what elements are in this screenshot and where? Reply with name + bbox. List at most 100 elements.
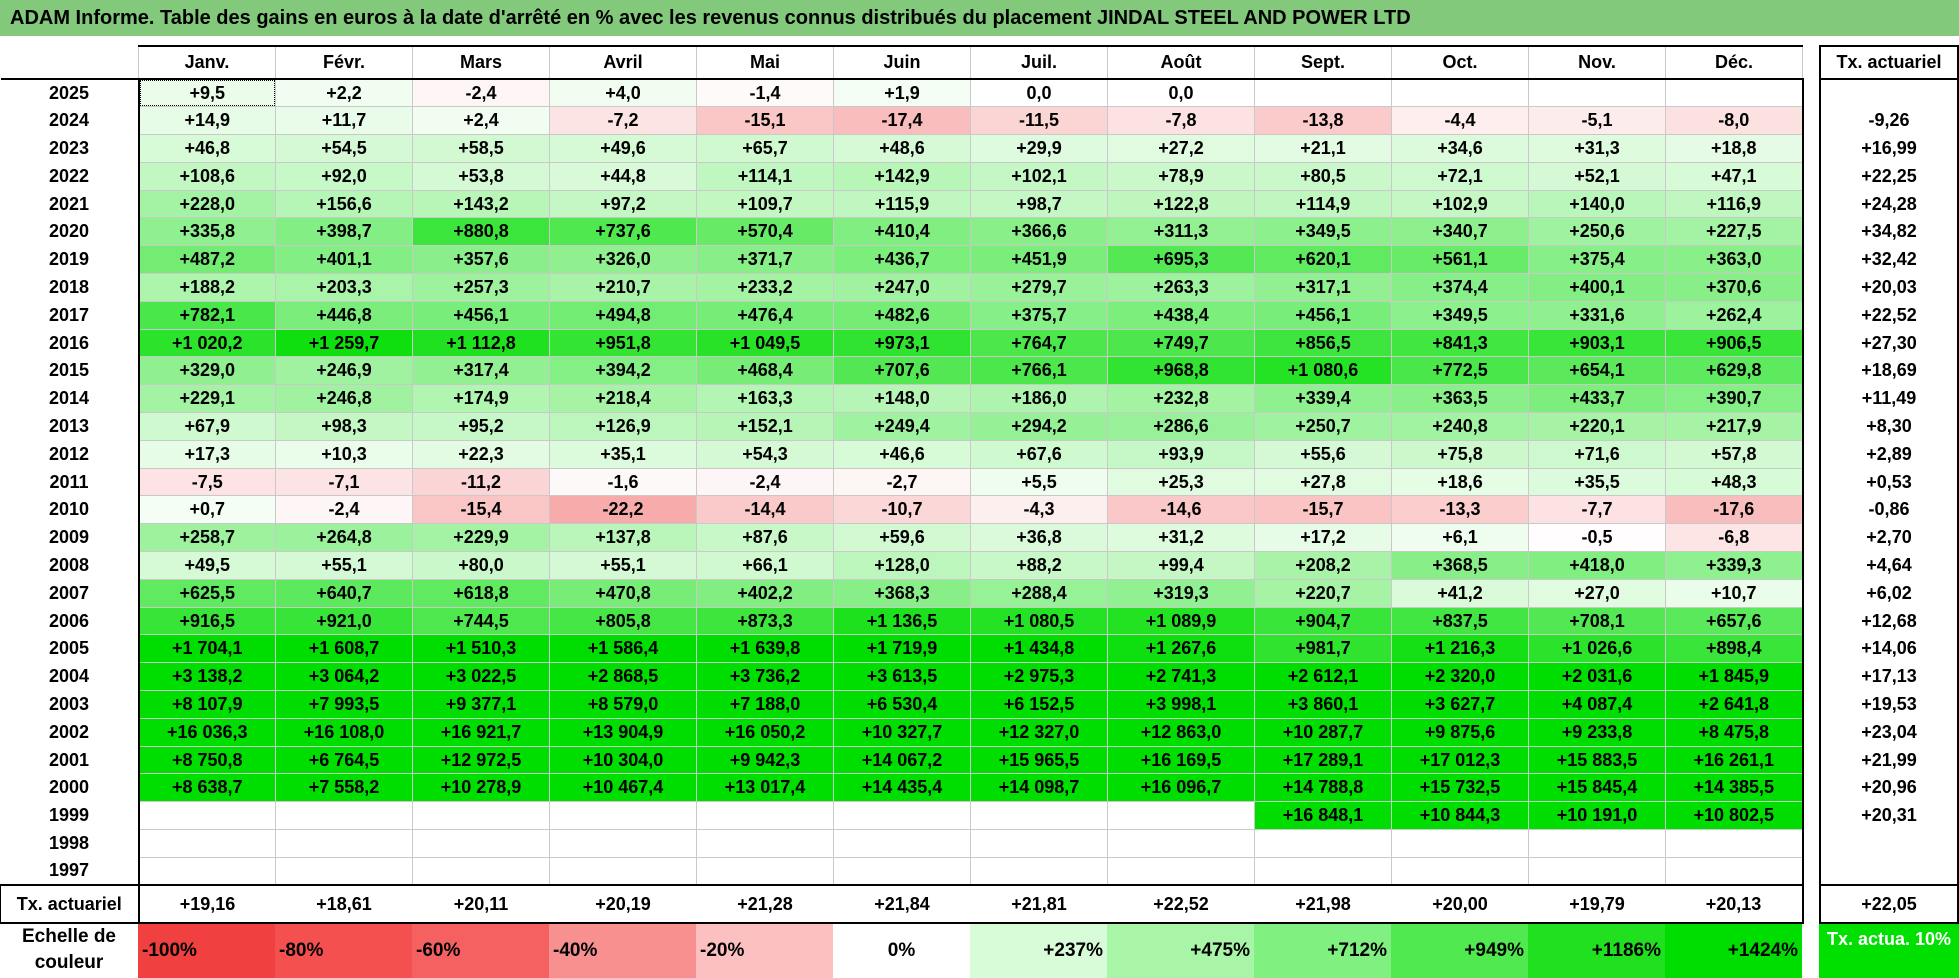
gain-cell: +14,9 <box>137 106 276 136</box>
year-label: 2001 <box>48 749 90 770</box>
gain-cell: +148,0 <box>833 384 971 414</box>
gain-cell: +695,3 <box>1107 245 1255 275</box>
gain-cell: +331,6 <box>1528 300 1666 330</box>
gain-cell: +98,3 <box>275 412 413 441</box>
gain-cell: +288,4 <box>970 578 1108 608</box>
year-actuarial-rate: +2,89 <box>1819 440 1959 469</box>
month-actuarial-rate: +22,52 <box>1107 884 1255 925</box>
gain-cell: +436,7 <box>833 245 971 275</box>
report-title: ADAM Informe. Table des gains en euros à… <box>0 0 1959 36</box>
gain-cell: +921,0 <box>275 606 413 636</box>
gain-cell <box>412 829 550 858</box>
gain-cell: +737,6 <box>549 217 697 247</box>
gain-cell: +16 108,0 <box>275 717 413 747</box>
year-actuarial-rate: +14,06 <box>1819 634 1959 663</box>
color-scale: Echelle de couleur -100% -80% -60% -40% -20%… <box>0 918 1959 978</box>
gain-cell <box>549 856 697 886</box>
table-row: 2010 +0,7 -2,4 -15,4 -22,2 -14,4 -10,7 -4,3 -14,… <box>1 495 1804 525</box>
gain-cell: +227,5 <box>1665 217 1804 247</box>
gain-cell: -1,6 <box>549 467 697 497</box>
gain-cell <box>549 829 697 858</box>
gain-cell <box>833 829 971 858</box>
year-label: 1999 <box>48 805 90 826</box>
gain-cell: +7 993,5 <box>275 690 413 719</box>
gain-cell: +904,7 <box>1254 606 1392 636</box>
table-row: 2000 +8 638,7 +7 558,2 +10 278,9 +10 467,4 +1… <box>1 773 1804 803</box>
gain-cell: +856,5 <box>1254 328 1392 358</box>
month-actuarial-rate: +18,61 <box>275 884 413 925</box>
color-scale-step: -100% <box>138 924 275 978</box>
gain-cell: +311,3 <box>1107 217 1255 247</box>
gain-cell: +48,3 <box>1665 467 1804 497</box>
gain-cell: -17,4 <box>833 106 971 136</box>
gain-cell <box>696 801 834 831</box>
year-actuarial-rate: +20,03 <box>1819 273 1959 302</box>
gain-cell: +456,1 <box>1254 300 1392 330</box>
year-label: 2013 <box>48 415 90 436</box>
gain-cell: -4,4 <box>1391 106 1529 136</box>
gain-cell: +339,3 <box>1665 551 1804 580</box>
gain-cell: +80,5 <box>1254 161 1392 191</box>
gain-cell: +98,7 <box>970 189 1108 219</box>
gain-cell: +398,7 <box>275 217 413 247</box>
table-row: 2012 +17,3 +10,3 +22,3 +35,1 +54,3 +46,6 +67,6 +… <box>1 439 1804 469</box>
gain-cell: +156,6 <box>275 189 413 219</box>
gain-cell: +286,6 <box>1107 412 1255 441</box>
gain-cell: +57,8 <box>1665 439 1804 469</box>
gain-cell: -15,1 <box>696 106 834 136</box>
gain-cell: +456,1 <box>412 300 550 330</box>
month-actuarial-rate: +20,11 <box>412 884 550 925</box>
gain-cell: +2 031,6 <box>1528 662 1666 692</box>
gain-cell: +10 802,5 <box>1665 801 1804 831</box>
gain-cell <box>137 801 276 831</box>
gain-cell: +27,0 <box>1528 578 1666 608</box>
gain-cell: +8 750,8 <box>137 745 276 775</box>
gain-cell: +1 704,1 <box>137 634 276 664</box>
gain-cell: 0,0 <box>970 78 1108 108</box>
gain-cell: +27,2 <box>1107 134 1255 163</box>
month-header: Mai <box>696 45 834 80</box>
gain-cell: +708,1 <box>1528 606 1666 636</box>
gain-cell: +67,6 <box>970 439 1108 469</box>
gain-cell <box>833 856 971 886</box>
month-actuarial-rate: +21,81 <box>970 884 1108 925</box>
gain-cell: +8 579,0 <box>549 690 697 719</box>
table-row: 2014 +229,1 +246,8 +174,9 +218,4 +163,3 +148,0… <box>1 384 1804 414</box>
gain-cell: +247,0 <box>833 273 971 302</box>
gain-cell <box>1107 829 1255 858</box>
gain-cell: +906,5 <box>1665 328 1804 358</box>
color-scale-step: 0% <box>833 924 970 978</box>
gain-cell <box>696 856 834 886</box>
gain-cell: +92,0 <box>275 161 413 191</box>
gain-cell: +87,6 <box>696 523 834 553</box>
year-actuarial-rate <box>1819 79 1959 107</box>
gain-cell: +6,1 <box>1391 523 1529 553</box>
table-row: 2006 +916,5 +921,0 +744,5 +805,8 +873,3 +1 136… <box>1 606 1804 636</box>
gain-cell: +1 586,4 <box>549 634 697 664</box>
gain-cell: +22,3 <box>412 439 550 469</box>
color-scale-step: +949% <box>1391 924 1528 978</box>
year-actuarial-rate: +16,99 <box>1819 134 1959 163</box>
month-header: Nov. <box>1528 45 1666 80</box>
gain-cell: +1 434,8 <box>970 634 1108 664</box>
gains-table: Janv. Févr. Mars Avril Mai Juin Juil. Août Sept.… <box>0 45 1804 925</box>
month-header: Déc. <box>1665 45 1803 80</box>
gain-cell: -11,2 <box>412 467 550 497</box>
year-actuarial-rate: +6,02 <box>1819 579 1959 608</box>
gain-cell: +47,1 <box>1665 161 1804 191</box>
gain-cell: +16 848,1 <box>1254 801 1392 831</box>
month-actuarial-rate: +19,79 <box>1528 884 1666 925</box>
gain-cell: -2,4 <box>275 495 413 525</box>
month-header-row: Janv. Févr. Mars Avril Mai Juin Juil. Août Sept.… <box>0 45 1803 80</box>
gain-cell: +102,1 <box>970 161 1108 191</box>
gain-cell: +35,1 <box>549 439 697 469</box>
color-scale-step: +1424% <box>1665 924 1802 978</box>
gain-cell: +339,4 <box>1254 384 1392 414</box>
color-scale-step: +237% <box>970 924 1107 978</box>
gain-cell: +29,9 <box>970 134 1108 163</box>
month-header: Oct. <box>1391 45 1529 80</box>
gain-cell: +142,9 <box>833 161 971 191</box>
gain-cell: -7,8 <box>1107 106 1255 136</box>
gain-cell: +319,3 <box>1107 578 1255 608</box>
gain-cell: -6,8 <box>1665 523 1804 553</box>
